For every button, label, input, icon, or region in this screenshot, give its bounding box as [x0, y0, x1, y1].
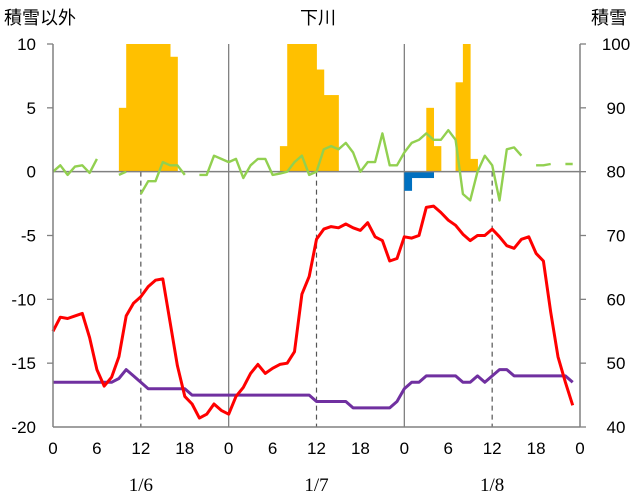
date-labels: 1/6 1/7 1/8 [129, 475, 505, 496]
right-axis-label: 積雪 [591, 8, 627, 29]
precipitation-bar [155, 44, 164, 172]
left-tick-label: 0 [27, 163, 36, 182]
temperature-line [51, 204, 575, 420]
precipitation-bar [316, 69, 325, 172]
precipitation-bar [455, 82, 464, 172]
left-tick-label: -20 [11, 418, 36, 437]
precipitation-bar [162, 44, 171, 172]
wind-bars [404, 171, 435, 191]
right-tick-label: 90 [607, 99, 626, 118]
wind-bar [418, 171, 427, 179]
x-tick-label: 12 [131, 439, 150, 458]
precipitation-bar [331, 95, 339, 172]
precipitation-bar [148, 44, 156, 172]
right-tick-label: 80 [607, 163, 626, 182]
left-tick-label: 5 [27, 99, 36, 118]
wind-bar [411, 171, 420, 179]
left-tick-label: -10 [11, 290, 36, 309]
wind-bar [404, 171, 413, 191]
chart-title: 下川 [300, 8, 336, 29]
right-tick-label: 40 [607, 418, 626, 437]
grid-lines [47, 43, 586, 428]
snow-depth-line [52, 129, 573, 202]
x-tick-label: 6 [444, 439, 453, 458]
precipitation-bars [118, 44, 478, 172]
x-tick-label: 0 [48, 439, 57, 458]
line-series [51, 129, 575, 420]
precipitation-bar [287, 44, 295, 172]
secondary-line [53, 368, 574, 410]
right-tick-labels: 100 90 80 70 60 50 40 [602, 35, 630, 437]
precipitation-bar [323, 95, 332, 172]
x-tick-label: 18 [527, 439, 546, 458]
x-tick-label: 18 [175, 439, 194, 458]
right-tick-label: 100 [602, 35, 630, 54]
plot-frame [52, 44, 581, 428]
precipitation-bar [170, 56, 178, 172]
date-label: 1/6 [129, 475, 153, 496]
wind-bar [426, 171, 435, 179]
x-tick-label: 0 [400, 439, 409, 458]
left-tick-labels: 10 5 0 -5 -10 -15 -20 [11, 35, 36, 437]
left-tick-label: -5 [21, 227, 36, 246]
left-tick-label: 10 [17, 35, 36, 54]
precipitation-bar [140, 44, 149, 172]
x-tick-labels: 0 6 12 18 0 6 12 18 0 6 12 18 0 [48, 439, 584, 458]
precipitation-bar [126, 44, 134, 172]
right-tick-label: 60 [607, 290, 626, 309]
x-tick-label: 0 [575, 439, 584, 458]
precipitation-bar [470, 158, 478, 172]
right-tick-label: 50 [607, 354, 626, 373]
x-tick-label: 18 [351, 439, 370, 458]
x-tick-label: 0 [224, 439, 233, 458]
precipitation-bar [309, 44, 317, 172]
precipitation-bar [279, 146, 288, 172]
x-tick-label: 12 [307, 439, 326, 458]
x-tick-label: 12 [483, 439, 502, 458]
x-tick-label: 6 [268, 439, 277, 458]
date-label: 1/8 [480, 475, 504, 496]
left-axis-label: 積雪以外 [4, 8, 76, 29]
precipitation-bar [433, 146, 442, 172]
precipitation-bar [301, 44, 310, 172]
precipitation-bar [294, 44, 303, 172]
precipitation-bar [118, 107, 127, 172]
right-tick-label: 70 [607, 227, 626, 246]
left-tick-label: -15 [11, 354, 36, 373]
precipitation-bar [133, 44, 142, 172]
precipitation-bar [426, 107, 435, 172]
date-label: 1/7 [304, 475, 328, 496]
x-tick-label: 6 [92, 439, 101, 458]
precipitation-bar [462, 44, 471, 172]
